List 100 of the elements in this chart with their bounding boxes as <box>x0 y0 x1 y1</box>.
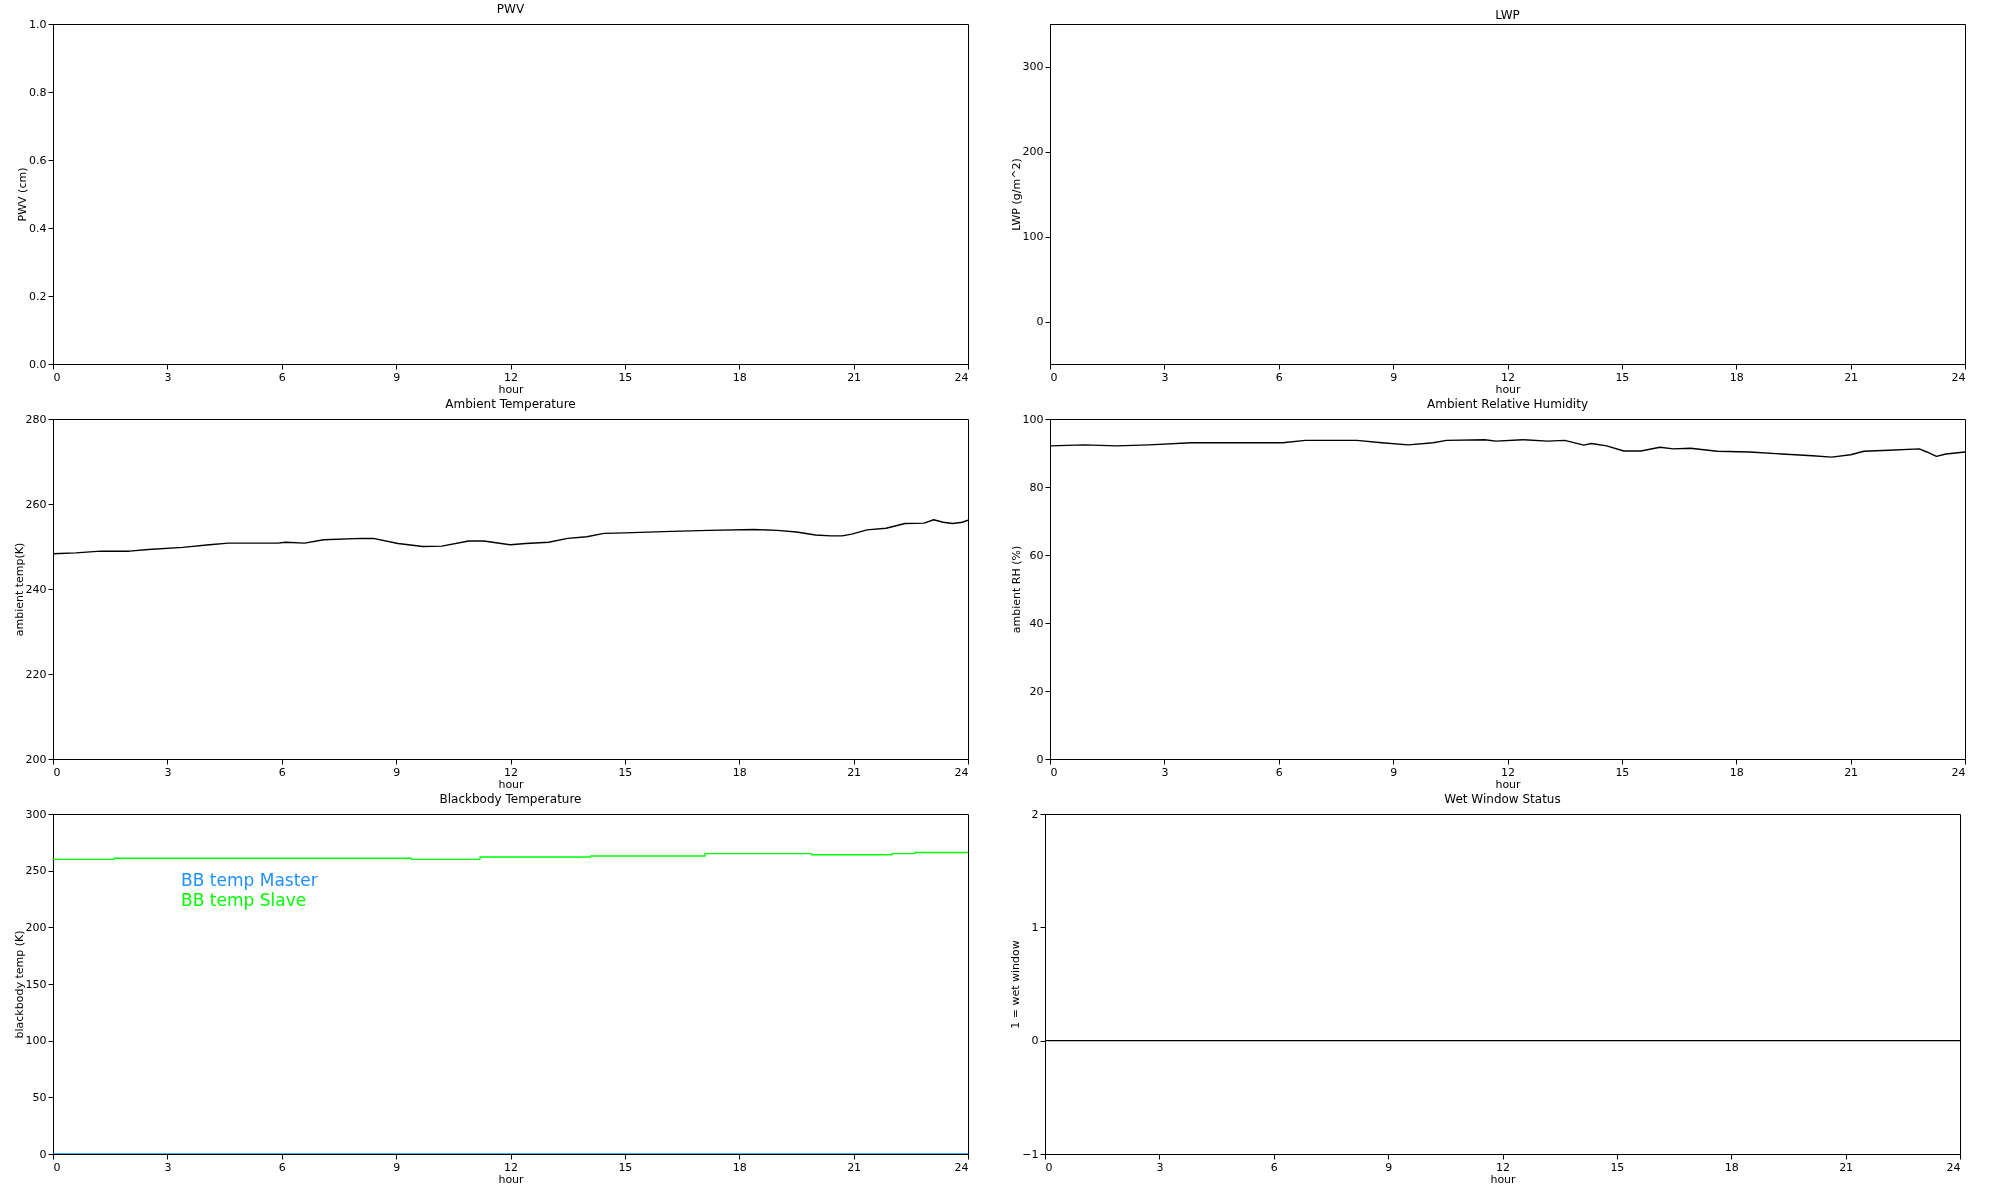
y-tick-label: 150 <box>25 977 47 991</box>
y-tick-label: 80 <box>1029 480 1044 494</box>
y-axis-title: ambient RH (%) <box>1009 545 1023 634</box>
x-tick-label: 15 <box>1615 765 1630 779</box>
y-axis-title: PWV (cm) <box>16 167 30 222</box>
x-tick-label: 6 <box>278 1160 286 1174</box>
chart-title: PWV <box>496 2 525 16</box>
y-tick-label: 0 <box>1031 1034 1039 1048</box>
x-tick-label: 21 <box>1844 370 1859 384</box>
x-tick-label: 9 <box>393 765 401 779</box>
y-tick-label: 280 <box>25 412 47 426</box>
y-tick-label: 0.2 <box>29 289 47 303</box>
x-tick-label: 18 <box>1729 765 1744 779</box>
x-tick-label: 18 <box>1724 1160 1739 1174</box>
y-tick-label: −1 <box>1022 1147 1039 1161</box>
x-tick-label: 15 <box>618 765 633 779</box>
y-tick-label: 300 <box>1022 60 1044 73</box>
x-tick-label: 12 <box>504 370 518 384</box>
x-tick-label: 3 <box>164 370 172 384</box>
x-tick-label: 0 <box>53 1160 61 1174</box>
x-axis-title: hour <box>1490 1172 1517 1186</box>
y-tick-label: 40 <box>1029 616 1044 630</box>
x-tick-label: 24 <box>954 1160 969 1174</box>
y-axis-title: LWP (g/m^2) <box>1009 158 1023 231</box>
x-tick-label: 3 <box>1156 1160 1164 1174</box>
y-tick-label: 240 <box>25 582 47 596</box>
x-tick-label: 6 <box>278 765 286 779</box>
x-tick-label: 0 <box>1050 765 1058 779</box>
x-axis-title: hour <box>498 382 525 396</box>
x-tick-label: 9 <box>1385 1160 1393 1174</box>
chart-title: Ambient Relative Humidity <box>1427 397 1588 411</box>
x-tick-label: 0 <box>1045 1160 1053 1174</box>
y-tick-label: 0.0 <box>29 357 47 371</box>
x-tick-label: 6 <box>1275 370 1283 384</box>
y-axis-title: 1 = wet window <box>1009 940 1023 1029</box>
x-tick-label: 0 <box>53 765 61 779</box>
text: BB temp Master <box>181 870 318 890</box>
x-tick-label: 24 <box>954 370 969 384</box>
x-axis-title: hour <box>498 777 525 791</box>
y-tick-label: 0.8 <box>29 85 47 99</box>
x-tick-label: 12 <box>504 765 518 779</box>
x-tick-label: 6 <box>1270 1160 1278 1174</box>
x-tick-label: 18 <box>1729 370 1744 384</box>
y-tick-label: 0 <box>1036 315 1044 328</box>
x-tick-label: 21 <box>847 1160 862 1174</box>
y-tick-label: 300 <box>25 807 47 821</box>
x-tick-label: 15 <box>1610 1160 1625 1174</box>
y-tick-label: 0.6 <box>29 153 47 167</box>
x-tick-label: 6 <box>278 370 286 384</box>
y-tick-label: 50 <box>32 1090 47 1104</box>
x-tick-label: 21 <box>1839 1160 1854 1174</box>
y-tick-label: 1 <box>1031 920 1039 934</box>
x-tick-label: 3 <box>164 765 172 779</box>
x-axis-title: hour <box>498 1172 525 1186</box>
y-tick-label: 200 <box>25 920 47 934</box>
y-tick-label: 20 <box>1029 684 1044 698</box>
y-tick-label: 250 <box>25 864 47 878</box>
y-tick-label: 0 <box>39 1147 47 1161</box>
y-axis-title: ambient temp(K) <box>12 542 26 637</box>
y-axis-title: blackbody temp (K) <box>12 930 26 1039</box>
y-tick-label: 200 <box>1022 145 1044 158</box>
y-tick-label: 2 <box>1031 807 1039 821</box>
x-tick-label: 15 <box>1615 370 1630 384</box>
x-tick-label: 9 <box>1390 370 1398 384</box>
x-tick-label: 18 <box>732 1160 747 1174</box>
x-tick-label: 0 <box>1050 370 1058 384</box>
y-tick-label: 200 <box>25 752 47 766</box>
y-tick-label: 100 <box>1022 230 1044 243</box>
x-tick-label: 21 <box>1844 765 1859 779</box>
x-axis-title: hour <box>1495 777 1522 791</box>
chart-title: Wet Window Status <box>1444 792 1561 806</box>
x-tick-label: 12 <box>1496 1160 1510 1174</box>
y-tick-label: 100 <box>25 1034 47 1048</box>
y-tick-label: 60 <box>1029 548 1044 562</box>
x-tick-label: 21 <box>847 765 862 779</box>
y-tick-label: 1.0 <box>29 17 47 31</box>
x-tick-label: 24 <box>1946 1160 1961 1174</box>
x-tick-label: 12 <box>1501 370 1515 384</box>
x-tick-label: 21 <box>847 370 862 384</box>
x-tick-label: 24 <box>1951 370 1966 384</box>
x-tick-label: 18 <box>732 370 747 384</box>
chart-title: Blackbody Temperature <box>439 792 582 806</box>
y-tick-label: 0 <box>1036 752 1044 766</box>
x-tick-label: 12 <box>504 1160 518 1174</box>
x-tick-label: 9 <box>1390 765 1398 779</box>
y-tick-label: 220 <box>25 667 47 681</box>
chart-title: LWP <box>1495 8 1520 22</box>
y-tick-label: 260 <box>25 497 47 511</box>
x-tick-label: 3 <box>1161 370 1169 384</box>
x-tick-label: 9 <box>393 1160 401 1174</box>
y-tick-label: 0.4 <box>29 221 47 235</box>
x-tick-label: 15 <box>618 370 633 384</box>
x-tick-label: 9 <box>393 370 401 384</box>
x-tick-label: 12 <box>1501 765 1515 779</box>
series-label: BB temp Slave <box>181 890 307 910</box>
x-tick-label: 24 <box>1951 765 1966 779</box>
x-tick-label: 18 <box>732 765 747 779</box>
x-axis-title: hour <box>1495 382 1522 396</box>
y-tick-label: 100 <box>1022 412 1044 426</box>
x-tick-label: 3 <box>164 1160 172 1174</box>
